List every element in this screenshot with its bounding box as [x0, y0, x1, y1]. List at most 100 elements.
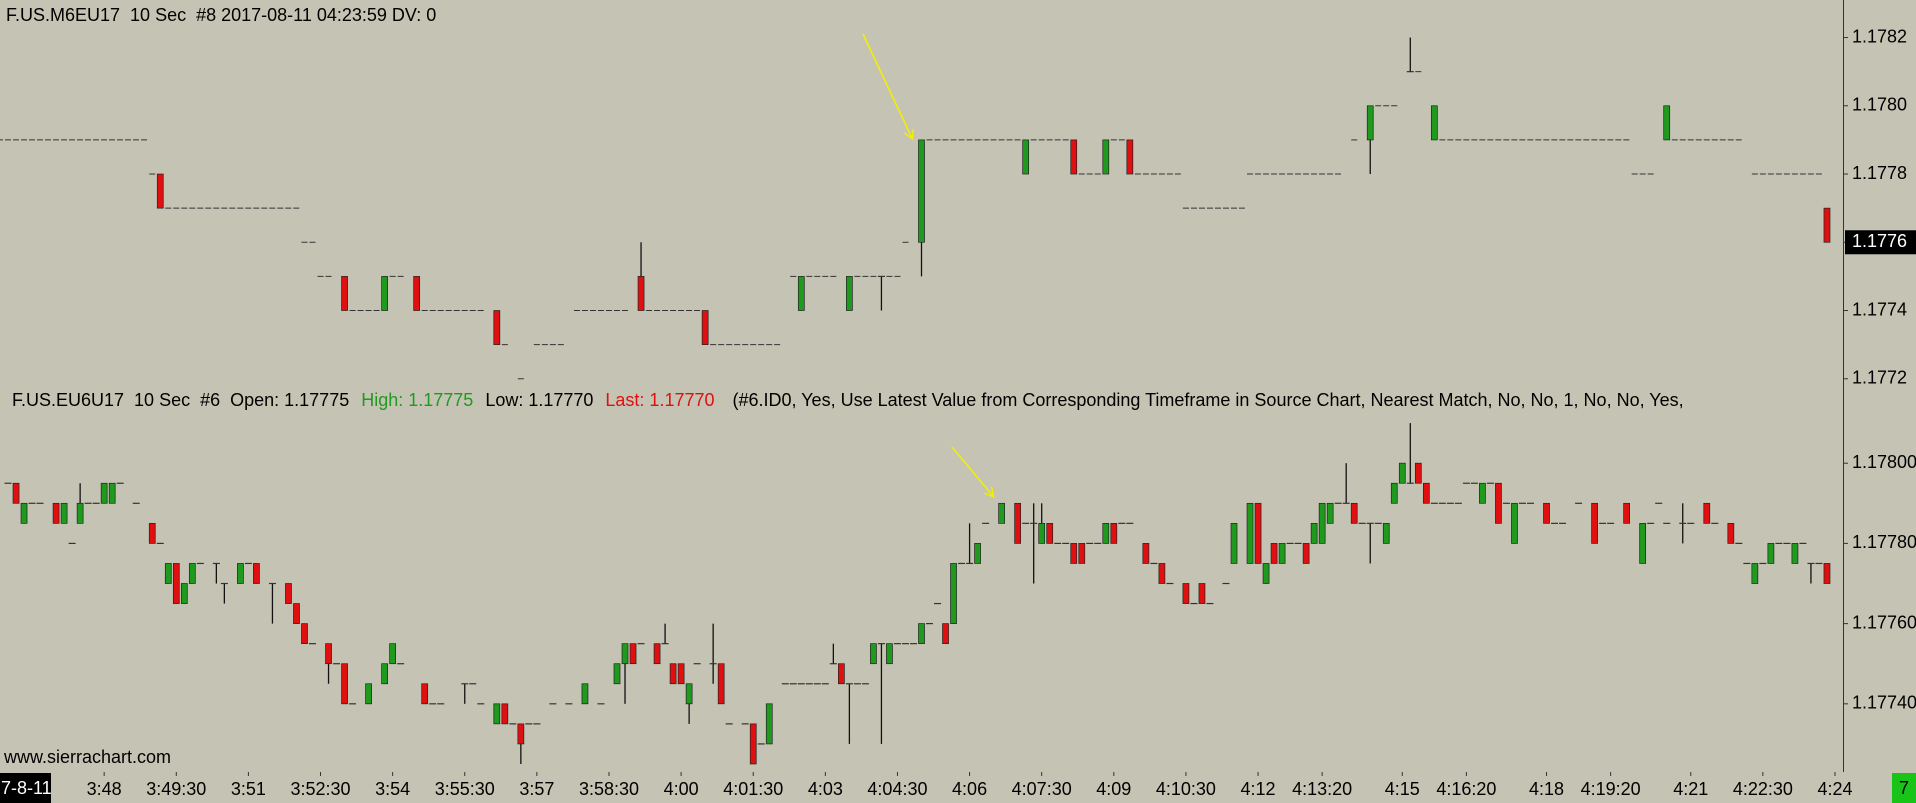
candle-body	[341, 663, 348, 705]
corner-box	[1892, 773, 1916, 803]
candle-body	[1430, 105, 1438, 141]
x-tick-label: 3:54	[375, 779, 410, 799]
chart-title: F.US.M6EU17 10 Sec #8 2017-08-11 04:23:5…	[6, 5, 436, 25]
candle-body	[365, 683, 372, 705]
candle-body	[180, 583, 188, 604]
candle-body	[76, 502, 84, 524]
y-tick-label: 1.1772	[1852, 368, 1907, 388]
candle-body	[717, 663, 725, 705]
candle-body	[1262, 563, 1270, 584]
candle-body	[918, 139, 925, 243]
x-tick-label: 4:00	[664, 779, 699, 799]
candle-body	[60, 502, 68, 524]
candle-body	[52, 502, 60, 524]
candle-body	[493, 310, 501, 345]
candle-body	[1591, 502, 1598, 544]
candle-body	[1038, 523, 1046, 544]
candle-body	[637, 276, 645, 311]
candle-body	[870, 643, 877, 665]
candle-body	[1270, 543, 1278, 564]
candle-body	[998, 502, 1005, 524]
x-tick-label: 4:04:30	[867, 779, 927, 799]
candle-body	[1382, 523, 1390, 544]
candle-body	[325, 643, 332, 665]
y-tick-label: 1.1782	[1852, 26, 1907, 46]
x-tick-label: 3:58:30	[579, 779, 639, 799]
candle-body	[285, 583, 292, 604]
candle-body	[838, 663, 845, 685]
candle-body	[421, 683, 429, 705]
x-tick-label: 4:06	[952, 779, 987, 799]
candle-body	[1663, 105, 1671, 141]
candle-body	[669, 663, 677, 685]
x-tick-label: 4:01:30	[723, 779, 783, 799]
candle-body	[1110, 523, 1118, 544]
candle-body	[1278, 543, 1286, 564]
candle-body	[653, 643, 661, 665]
x-tick-label: 3:57	[519, 779, 554, 799]
candle-body	[1246, 502, 1254, 564]
x-tick-label: 4:16:20	[1436, 779, 1496, 799]
candle-body	[950, 563, 957, 624]
candle-body	[1318, 502, 1326, 544]
candle-body	[1014, 502, 1022, 544]
candle-body	[1142, 543, 1150, 564]
last-price-box	[1845, 230, 1916, 255]
candle-body	[1390, 482, 1398, 504]
candle-body	[381, 276, 388, 311]
candle-body	[942, 623, 949, 645]
x-tick-label: 4:15	[1385, 779, 1420, 799]
candle-body	[172, 563, 180, 604]
x-tick-label: 3:48	[87, 779, 122, 799]
candle-body	[1182, 583, 1190, 604]
candle-body	[918, 623, 925, 645]
candle-body	[1254, 502, 1262, 564]
candle-body	[1302, 543, 1310, 564]
candle-body	[188, 563, 196, 584]
candle-body	[1326, 502, 1334, 524]
candle-body	[1230, 523, 1238, 564]
candle-body	[1767, 543, 1775, 564]
candle-body	[749, 723, 757, 765]
candle-body	[797, 276, 805, 311]
low-label: Low: 1.17770	[485, 390, 593, 410]
candle-body	[1310, 523, 1318, 544]
candle-body	[1543, 502, 1550, 524]
high-label: High: 1.17775	[361, 390, 473, 410]
candle-body	[1366, 105, 1374, 141]
candle-body	[1623, 502, 1630, 524]
candle-body	[1158, 563, 1166, 584]
candle-body	[301, 623, 308, 645]
candle-body	[1495, 482, 1502, 524]
candle-body	[517, 723, 525, 745]
candle-body	[381, 663, 388, 685]
candle-body	[1727, 523, 1735, 544]
x-tick-label: 4:13:20	[1292, 779, 1352, 799]
candle-body	[108, 482, 116, 504]
date-label-box	[0, 773, 51, 803]
candle-body	[846, 276, 853, 311]
candle-body	[12, 482, 20, 504]
x-tick-label: 4:10:30	[1156, 779, 1216, 799]
x-tick-label: 4:22:30	[1733, 779, 1793, 799]
x-tick-label: 4:19:20	[1581, 779, 1641, 799]
candle-body	[677, 663, 685, 685]
plot-area	[0, 37, 1848, 776]
candle-body	[1422, 482, 1430, 504]
y-tick-label: 1.1774	[1852, 299, 1907, 319]
date-label: 7-8-11	[1, 778, 52, 798]
candle-body	[1046, 523, 1054, 544]
candle-body	[493, 703, 501, 725]
candle-body	[974, 543, 981, 564]
candle-body	[1198, 583, 1206, 604]
candle-body	[1070, 139, 1078, 175]
candle-body	[1102, 523, 1110, 544]
candle-body	[1479, 482, 1486, 504]
candle-body	[253, 563, 260, 584]
candle-body	[1022, 139, 1030, 175]
y-tick-label: 1.17740	[1852, 693, 1916, 713]
candle-body	[148, 523, 156, 544]
candle-body	[1102, 139, 1110, 175]
candle-body	[237, 563, 244, 584]
